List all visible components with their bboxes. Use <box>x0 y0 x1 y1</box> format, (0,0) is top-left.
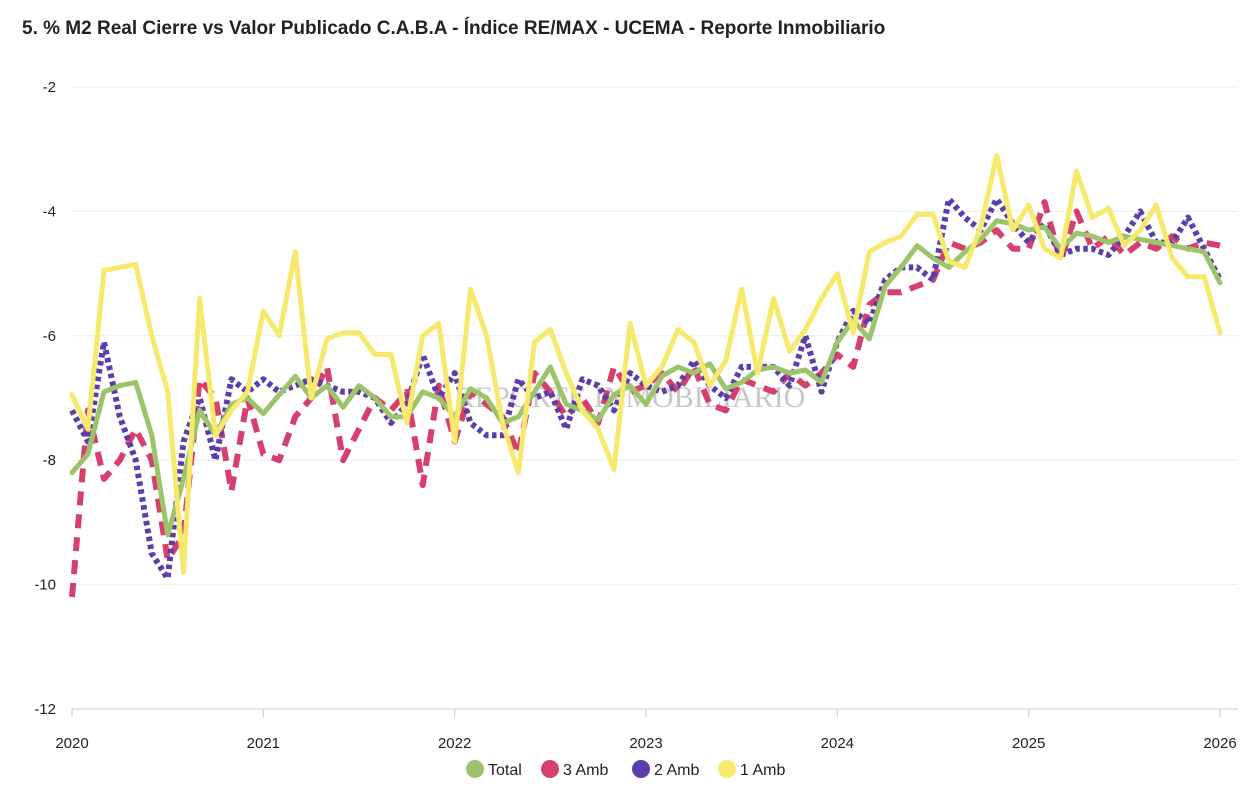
x-tick-label: 2024 <box>821 735 854 752</box>
legend-item-1-amb[interactable]: 1 Amb <box>718 760 785 779</box>
legend-item-2-amb[interactable]: 2 Amb <box>632 760 699 779</box>
x-tick-label: 2021 <box>247 735 280 752</box>
y-tick-label: -10 <box>34 577 56 594</box>
series-line-2-amb[interactable] <box>69 196 1223 582</box>
x-axis: 2020 2021 2022 2023 2024 2025 2026 <box>55 709 1237 752</box>
x-tick-label: 2025 <box>1012 735 1045 752</box>
legend-label: Total <box>488 762 522 779</box>
y-tick-label: -12 <box>34 701 56 718</box>
x-tick-label: 2022 <box>438 735 471 752</box>
series-line-3-amb[interactable] <box>69 199 1221 598</box>
legend-marker <box>632 760 650 778</box>
legend-label: 1 Amb <box>740 762 785 779</box>
legend-label: 2 Amb <box>654 762 699 779</box>
y-tick-label: -6 <box>43 328 56 345</box>
grid-lines <box>72 86 1238 710</box>
x-tick-label: 2020 <box>55 735 88 752</box>
legend-marker <box>718 760 736 778</box>
y-tick-label: -4 <box>43 203 56 220</box>
legend-item-3-amb[interactable]: 3 Amb <box>541 760 608 779</box>
y-tick-label: -2 <box>43 79 56 96</box>
series-line-total[interactable] <box>69 218 1223 538</box>
x-tick-label: 2026 <box>1203 735 1236 752</box>
series-lines <box>69 152 1223 598</box>
legend-marker <box>541 760 559 778</box>
legend[interactable]: Total 3 Amb 2 Amb 1 Amb <box>466 760 785 779</box>
legend-label: 3 Amb <box>563 762 608 779</box>
legend-item-total[interactable]: Total <box>466 760 522 779</box>
y-axis-ticks: -2 -4 -6 -8 -10 -12 <box>34 79 56 718</box>
series-line-1-amb[interactable] <box>69 152 1223 575</box>
x-tick-label: 2023 <box>629 735 662 752</box>
legend-marker <box>466 760 484 778</box>
y-tick-label: -8 <box>43 452 56 469</box>
chart-title: 5. % M2 Real Cierre vs Valor Publicado C… <box>22 18 886 39</box>
